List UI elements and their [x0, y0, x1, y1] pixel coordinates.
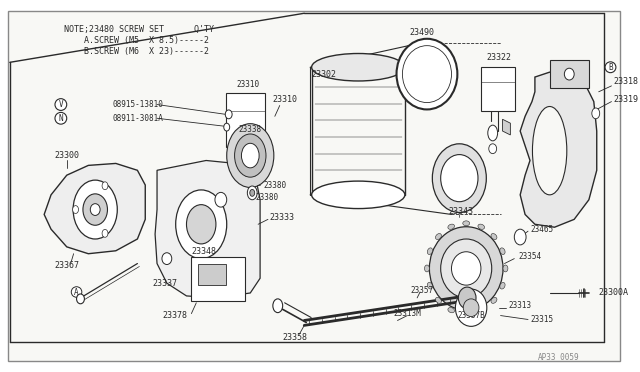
Ellipse shape [489, 144, 497, 154]
Ellipse shape [247, 186, 257, 200]
Text: 23367: 23367 [54, 261, 79, 270]
Polygon shape [155, 160, 260, 298]
Ellipse shape [515, 229, 526, 245]
Ellipse shape [478, 308, 484, 313]
Ellipse shape [77, 294, 84, 304]
Text: 23354: 23354 [518, 252, 541, 261]
Ellipse shape [435, 234, 442, 240]
Ellipse shape [456, 289, 487, 326]
Ellipse shape [102, 182, 108, 190]
Ellipse shape [448, 308, 454, 313]
Ellipse shape [102, 230, 108, 237]
Ellipse shape [312, 181, 405, 209]
Ellipse shape [503, 265, 508, 272]
Ellipse shape [478, 224, 484, 230]
Ellipse shape [500, 282, 505, 289]
Ellipse shape [463, 311, 470, 316]
Text: 23300: 23300 [54, 151, 79, 160]
Ellipse shape [72, 206, 79, 214]
Ellipse shape [433, 144, 486, 212]
Bar [226, 93, 265, 147]
Ellipse shape [441, 239, 492, 298]
Text: B: B [608, 63, 612, 72]
Ellipse shape [451, 252, 481, 285]
Ellipse shape [73, 180, 117, 239]
Ellipse shape [403, 46, 451, 103]
Bar [550, 60, 589, 88]
Text: 23337: 23337 [152, 279, 177, 288]
Ellipse shape [428, 282, 433, 289]
Ellipse shape [500, 248, 505, 254]
Text: 23322: 23322 [486, 53, 511, 62]
Text: 08911-3081A: 08911-3081A [113, 114, 164, 123]
Ellipse shape [428, 248, 433, 254]
Ellipse shape [215, 192, 227, 207]
Ellipse shape [592, 108, 600, 119]
Ellipse shape [224, 123, 230, 131]
Ellipse shape [250, 189, 255, 196]
Text: A: A [74, 288, 79, 296]
Text: 23378: 23378 [162, 311, 188, 320]
Text: AP33_0059: AP33_0059 [538, 352, 579, 361]
Ellipse shape [463, 221, 470, 226]
Polygon shape [502, 119, 510, 135]
Ellipse shape [83, 194, 108, 225]
Text: 08915-13810: 08915-13810 [113, 100, 164, 109]
Ellipse shape [564, 68, 574, 80]
Text: 23333: 23333 [270, 213, 295, 222]
Ellipse shape [162, 253, 172, 264]
Text: 23380: 23380 [263, 180, 286, 189]
Ellipse shape [227, 124, 274, 187]
Text: 23343: 23343 [449, 207, 474, 216]
Ellipse shape [273, 299, 283, 312]
Bar [198, 263, 226, 285]
Ellipse shape [241, 143, 259, 168]
Ellipse shape [435, 297, 442, 303]
Text: 23319: 23319 [613, 95, 639, 104]
Ellipse shape [448, 224, 454, 230]
Ellipse shape [491, 234, 497, 240]
Text: 23357: 23357 [410, 286, 434, 295]
Text: 23310: 23310 [272, 95, 297, 104]
Ellipse shape [186, 205, 216, 244]
Text: 23300A: 23300A [598, 288, 628, 298]
Ellipse shape [424, 265, 429, 272]
Ellipse shape [463, 299, 479, 317]
Text: 23315: 23315 [530, 315, 553, 324]
Text: 23318: 23318 [613, 77, 639, 86]
Text: 23465: 23465 [530, 225, 553, 234]
Ellipse shape [176, 190, 227, 259]
Ellipse shape [312, 54, 405, 81]
Text: 23490: 23490 [410, 28, 435, 38]
Text: 23313: 23313 [508, 301, 532, 310]
Bar [481, 67, 515, 111]
Text: A: A [74, 288, 79, 296]
Ellipse shape [488, 125, 498, 141]
Text: 23313M: 23313M [394, 309, 421, 318]
Text: N: N [58, 114, 63, 123]
Text: 23380: 23380 [255, 193, 278, 202]
Text: 23310: 23310 [237, 80, 260, 89]
Text: 23302: 23302 [312, 70, 337, 78]
Text: V: V [58, 100, 63, 109]
Ellipse shape [90, 203, 100, 215]
Polygon shape [520, 72, 596, 227]
Ellipse shape [491, 297, 497, 303]
Ellipse shape [532, 106, 567, 195]
Ellipse shape [429, 227, 503, 310]
Ellipse shape [458, 287, 476, 309]
Text: NOTE;23480 SCREW SET      Q'TY: NOTE;23480 SCREW SET Q'TY [64, 25, 214, 34]
Ellipse shape [235, 134, 266, 177]
Text: 23348: 23348 [191, 247, 216, 256]
Text: 23358: 23358 [282, 333, 307, 341]
Text: 23337B: 23337B [457, 311, 485, 320]
Text: A.SCREW (M5  X 8.5)-----2: A.SCREW (M5 X 8.5)-----2 [64, 36, 209, 45]
Bar [191, 257, 245, 301]
Text: 23338: 23338 [239, 125, 262, 134]
Ellipse shape [397, 39, 458, 109]
Text: B.SCREW (M6  X 23)------2: B.SCREW (M6 X 23)------2 [64, 46, 209, 56]
Ellipse shape [441, 155, 478, 202]
Ellipse shape [225, 110, 232, 119]
Polygon shape [44, 163, 145, 254]
